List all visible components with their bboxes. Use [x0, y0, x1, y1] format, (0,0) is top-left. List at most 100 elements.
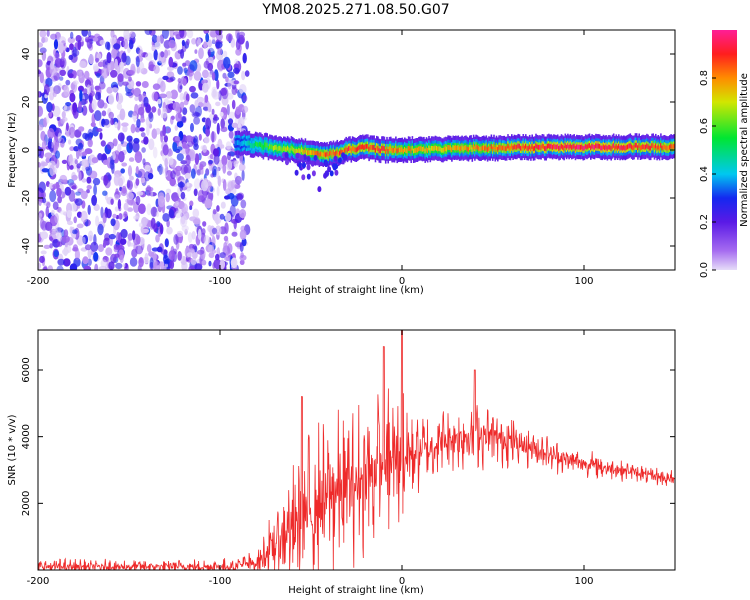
heatmap-ridge-cell	[288, 147, 290, 152]
heatmap-noise-cell	[108, 93, 115, 105]
heatmap-noise-cell	[242, 94, 248, 102]
heatmap-noise-cell	[174, 124, 178, 131]
heatmap-noise-cell	[45, 206, 50, 218]
heatmap-noise-cell	[82, 132, 89, 140]
heatmap-ridge-cell	[410, 148, 412, 154]
heatmap-ridge-cell	[652, 143, 654, 148]
heatmap-ridge-cell	[532, 146, 535, 152]
heatmap-noise-cell	[46, 30, 50, 37]
heatmap-noise-cell	[39, 255, 45, 264]
heatmap-noise-cell	[38, 105, 44, 117]
heatmap-ridge-cell	[362, 144, 364, 149]
heatmap-noise-cell	[93, 184, 97, 196]
heatmap-noise-cell	[123, 38, 129, 50]
heatmap-ridge-cell	[601, 145, 604, 151]
heatmap-noise-cell	[99, 39, 106, 46]
heatmap-noise-cell	[119, 254, 124, 264]
heatmap-ridge-cell	[540, 145, 542, 150]
heatmap-ridge-cell	[479, 146, 481, 152]
heatmap-noise-cell	[113, 243, 120, 250]
heatmap-ridge-cell	[346, 147, 349, 153]
heatmap-ridge-cell	[513, 144, 516, 150]
heatmap-noise-cell	[69, 43, 74, 51]
heatmap-ridge-cell	[572, 144, 574, 150]
heatmap-noise-cell	[69, 164, 74, 170]
heatmap-noise-cell	[69, 92, 76, 103]
heatmap-noise-cell	[239, 36, 245, 45]
heatmap-noise-cell	[244, 70, 250, 77]
heatmap-noise-cell	[128, 138, 133, 150]
heatmap-ridge-cell	[372, 145, 374, 150]
heatmap-ridge-cell	[576, 144, 578, 150]
heatmap-noise-cell	[117, 199, 122, 210]
heatmap-noise-cell	[79, 60, 87, 68]
heatmap-ridge-cell	[475, 144, 477, 150]
heatmap-noise-cell	[117, 132, 125, 142]
heatmap-ridge-cell	[426, 148, 429, 153]
heatmap-noise-cell	[211, 72, 216, 81]
heatmap-ridge-cell	[443, 146, 446, 152]
heatmap-ridge-cell	[595, 143, 597, 149]
heatmap-noise-cell	[76, 223, 84, 229]
heatmap-ridge-cell	[592, 144, 595, 150]
heatmap-noise-cell	[341, 152, 346, 159]
heatmap-ridge-cell	[672, 143, 675, 149]
heatmap-ridge-cell	[509, 145, 512, 151]
heatmap-noise-cell	[54, 58, 63, 68]
heatmap-ridge-cell	[469, 145, 471, 150]
heatmap-ridge-cell	[669, 144, 671, 150]
heatmap-ridge-cell	[432, 146, 434, 151]
heatmap-ridge-cell	[451, 147, 453, 153]
heatmap-ridge-cell	[323, 151, 326, 157]
heatmap-noise-cell	[168, 209, 175, 219]
heatmap-ridge-cell	[332, 150, 335, 155]
heatmap-noise-cell	[63, 246, 68, 257]
heatmap-noise-cell	[114, 206, 119, 212]
heatmap-noise-cell	[168, 157, 174, 166]
heatmap-noise-cell	[177, 251, 182, 261]
heatmap-ridge-cell	[322, 152, 325, 158]
heatmap-ridge-cell	[420, 146, 423, 152]
heatmap-noise-cell	[130, 123, 136, 134]
heatmap-ridge-cell	[365, 143, 368, 149]
heatmap-ridge-cell	[347, 146, 350, 151]
heatmap-noise-cell	[97, 244, 104, 253]
heatmap-ridge-cell	[434, 145, 437, 151]
heatmap-ridge-cell	[662, 144, 665, 150]
heatmap-ridge-cell	[639, 145, 642, 151]
heatmap-ridge-cell	[260, 142, 262, 147]
heatmap-noise-cell	[87, 230, 94, 242]
heatmap-ridge-cell	[480, 146, 482, 152]
heatmap-noise-cell	[220, 201, 226, 209]
heatmap-noise-cell	[216, 122, 220, 135]
heatmap-noise-cell	[202, 106, 209, 111]
heatmap-noise-cell	[119, 108, 126, 121]
heatmap-ridge-cell	[667, 145, 670, 151]
heatmap-noise-cell	[65, 122, 69, 132]
heatmap-ridge-cell	[628, 143, 630, 149]
heatmap-noise-cell	[60, 118, 66, 124]
heatmap-noise-cell	[136, 118, 141, 128]
heatmap-noise-cell	[207, 103, 212, 113]
heatmap-noise-cell	[237, 123, 241, 128]
heatmap-noise-cell	[49, 164, 55, 177]
heatmap-ridge-cell	[651, 143, 653, 149]
heatmap-noise-cell	[138, 222, 144, 228]
heatmap-ridge-cell	[583, 145, 586, 151]
heatmap-noise-cell	[52, 183, 60, 189]
heatmap-noise-cell	[105, 247, 113, 256]
heatmap-noise-cell	[207, 39, 213, 48]
heatmap-ridge-cell	[598, 144, 601, 149]
heatmap-ridge-cell	[550, 143, 553, 149]
heatmap-noise-cell	[222, 50, 228, 58]
heatmap-ridge-cell	[656, 145, 658, 151]
heatmap-noise-cell	[193, 143, 199, 151]
heatmap-ridge-cell	[391, 148, 393, 153]
heatmap-noise-cell	[235, 48, 242, 56]
heatmap-noise-cell	[56, 265, 64, 270]
heatmap-noise-cell	[160, 51, 165, 58]
heatmap-ridge-cell	[327, 153, 330, 159]
heatmap-noise-cell	[245, 40, 249, 50]
heatmap-ridge-cell	[633, 145, 635, 150]
heatmap-noise-cell	[177, 181, 185, 188]
